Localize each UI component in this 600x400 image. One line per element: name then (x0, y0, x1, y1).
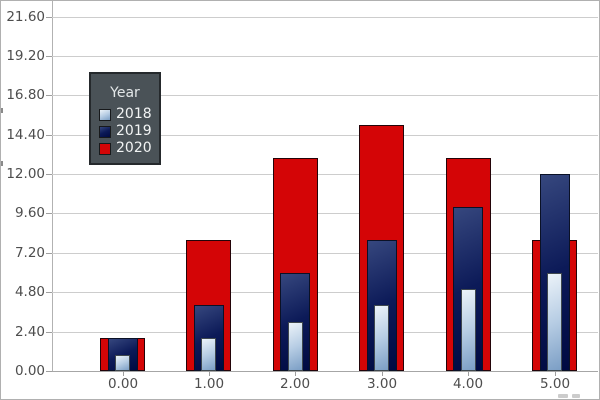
x-axis-label: 5.00 (539, 376, 571, 392)
x-axis-label: 1.00 (193, 376, 225, 392)
x-axis-label: 3.00 (366, 376, 398, 392)
y-axis-label: 7.20 (14, 245, 45, 261)
y-tick (46, 174, 52, 175)
y-tick (46, 371, 52, 372)
legend-item-2019: 2019 (91, 123, 159, 140)
y-tick (46, 17, 52, 18)
y-tick (46, 56, 52, 57)
x-tick (209, 371, 210, 376)
gridline (52, 56, 598, 57)
y-axis-line (52, 1, 53, 371)
bar-2018 (461, 289, 476, 371)
x-tick (295, 371, 296, 376)
gridline (52, 17, 598, 18)
y-tick (46, 95, 52, 96)
legend-swatch-2020 (99, 142, 111, 155)
bar-2018 (201, 338, 216, 371)
x-tick (382, 371, 383, 376)
gridline (52, 135, 598, 136)
x-axis-baseline (52, 371, 598, 372)
legend-swatch-2018 (99, 108, 111, 121)
legend: Year 2018 2019 2020 (89, 72, 161, 165)
watermark-fragment (572, 394, 580, 398)
y-axis-label: 19.20 (6, 48, 45, 64)
legend-title: Year (110, 85, 140, 101)
legend-item-2020: 2020 (91, 140, 159, 157)
y-axis-label: 9.60 (14, 205, 45, 221)
gridline (52, 332, 598, 333)
x-axis-label: 2.00 (279, 376, 311, 392)
x-tick (555, 371, 556, 376)
legend-swatch-2019 (99, 125, 111, 138)
y-tick (46, 253, 52, 254)
bar-2018 (374, 305, 389, 371)
legend-items: 2018 2019 2020 (91, 106, 159, 157)
y-axis-label: 2.40 (14, 324, 45, 340)
clipped-axis-title-fragment (1, 161, 3, 166)
gridline (52, 253, 598, 254)
gridline (52, 95, 598, 96)
y-axis-label: 16.80 (6, 87, 45, 103)
y-tick (46, 292, 52, 293)
gridline (52, 292, 598, 293)
clipped-axis-title-fragment (1, 108, 3, 113)
legend-label-2020: 2020 (116, 140, 152, 156)
y-tick (46, 213, 52, 214)
legend-label-2019: 2019 (116, 123, 152, 139)
y-axis-label: 14.40 (6, 127, 45, 143)
legend-item-2018: 2018 (91, 106, 159, 123)
y-axis-label: 4.80 (14, 284, 45, 300)
bar-2018 (547, 273, 562, 371)
y-tick (46, 332, 52, 333)
x-axis-label: 4.00 (452, 376, 484, 392)
y-tick (46, 135, 52, 136)
bar-2018 (115, 355, 130, 371)
bar-2018 (288, 322, 303, 371)
y-axis-label: 0.00 (14, 363, 45, 379)
gridline (52, 213, 598, 214)
x-axis-label: 0.00 (107, 376, 139, 392)
gridline (52, 174, 598, 175)
y-axis-label: 21.60 (6, 9, 45, 25)
x-tick (468, 371, 469, 376)
y-axis-label: 12.00 (6, 166, 45, 182)
x-tick (123, 371, 124, 376)
legend-label-2018: 2018 (116, 106, 152, 122)
watermark-fragment (558, 394, 568, 398)
